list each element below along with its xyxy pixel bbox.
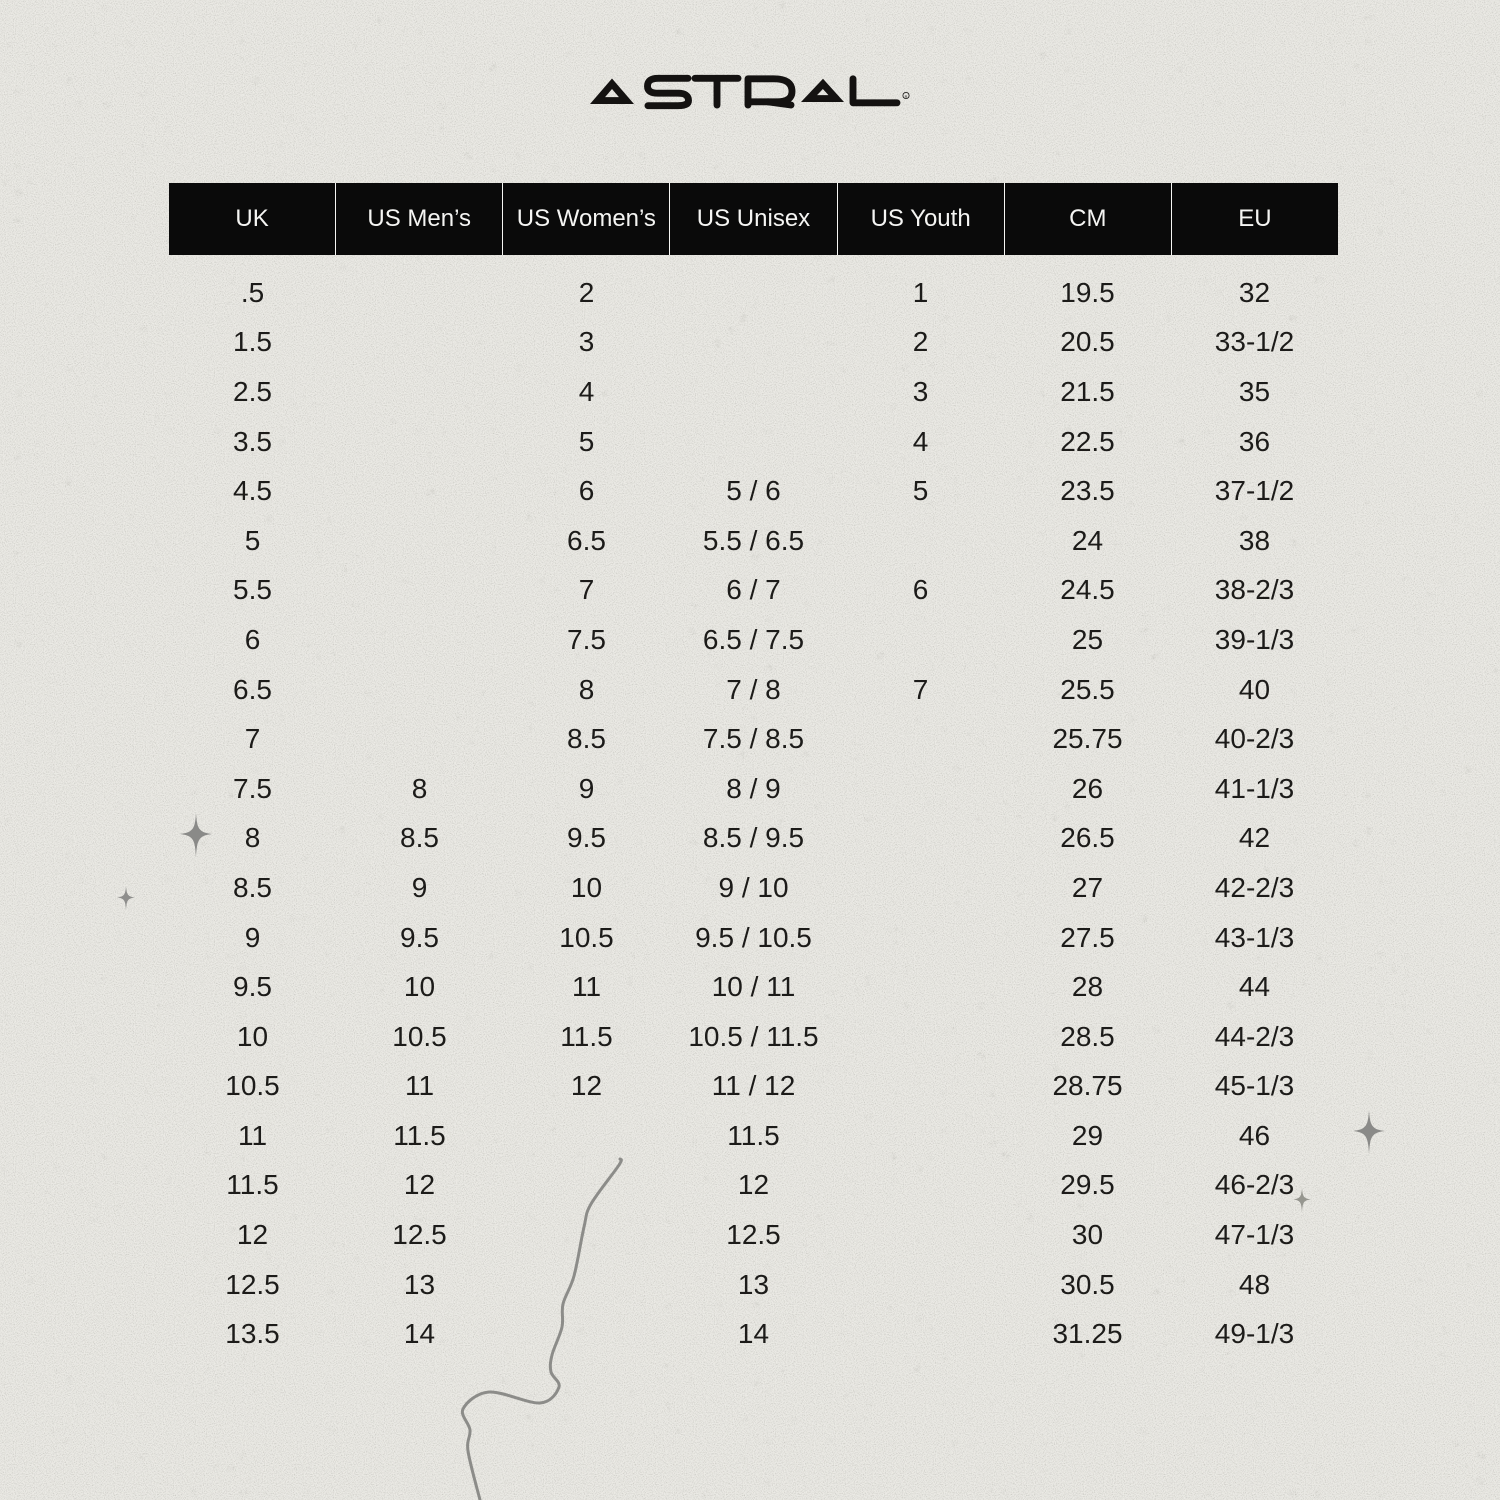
svg-text:R: R	[905, 95, 908, 99]
